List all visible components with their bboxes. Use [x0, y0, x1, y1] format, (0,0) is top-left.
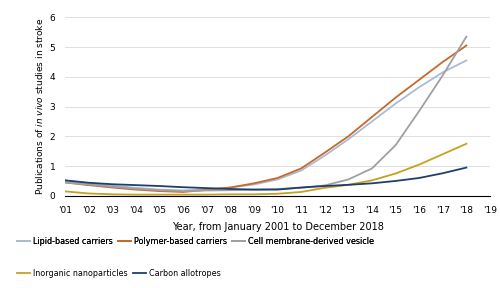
X-axis label: Year, from January 2001 to December 2018: Year, from January 2001 to December 2018	[172, 221, 384, 232]
Legend: Lipid-based carriers, Polymer-based carriers, Cell membrane-derived vesicle: Lipid-based carriers, Polymer-based carr…	[14, 234, 377, 249]
Legend: Inorganic nanoparticles, Carbon allotropes: Inorganic nanoparticles, Carbon allotrop…	[14, 266, 224, 281]
Y-axis label: Publications of $\it{in\ vivo}$ studies in stroke: Publications of $\it{in\ vivo}$ studies …	[34, 18, 46, 195]
